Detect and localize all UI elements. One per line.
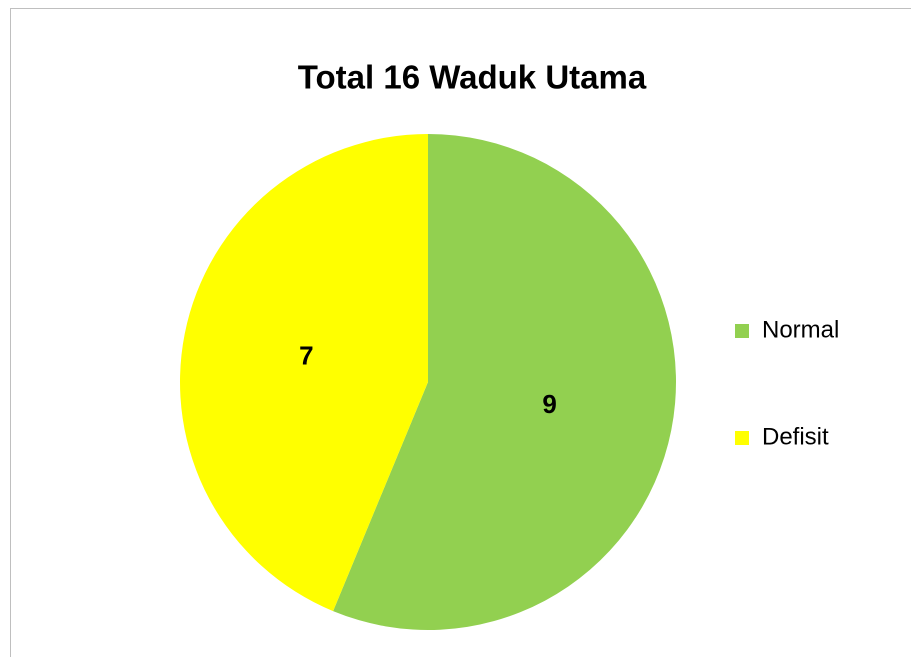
data-label: 7 <box>299 341 313 371</box>
legend-label: Normal <box>762 316 839 343</box>
legend-swatch <box>735 431 749 445</box>
data-label: 9 <box>542 389 556 419</box>
chart-title: Total 16 Waduk Utama <box>298 59 647 96</box>
legend-label: Defisit <box>762 423 829 450</box>
pie-slice <box>179 133 428 612</box>
pie-slice <box>333 134 676 630</box>
legend-swatch <box>735 324 749 338</box>
